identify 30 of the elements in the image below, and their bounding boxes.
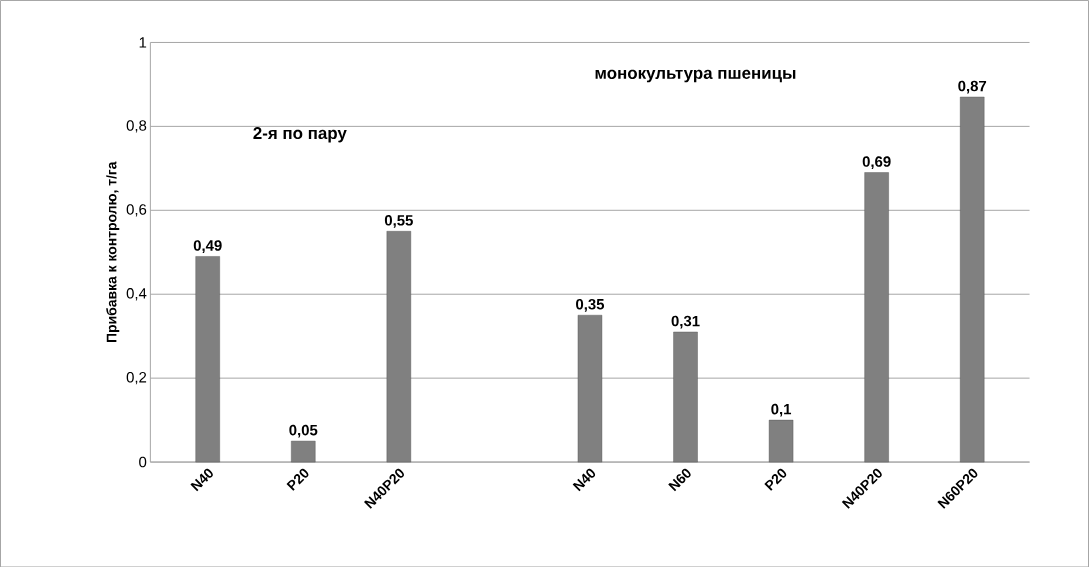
data-label: 0,87 xyxy=(958,80,987,94)
bar xyxy=(577,314,603,463)
data-label: 0,69 xyxy=(862,156,891,169)
y-tick-label: 0,2 xyxy=(126,371,147,385)
x-tick-label: N60 xyxy=(668,468,691,492)
data-label: 0,35 xyxy=(576,298,605,312)
y-tick-label: 0,6 xyxy=(126,203,147,217)
data-label: 0,55 xyxy=(384,214,413,228)
x-tick-label: N40 xyxy=(572,468,596,492)
y-tick-label: 1 xyxy=(139,37,147,48)
bar xyxy=(291,440,316,463)
y-tick-label: 0,8 xyxy=(126,119,147,133)
bar xyxy=(673,331,698,463)
x-tick-label: P20 xyxy=(764,468,787,491)
data-label: 0,31 xyxy=(671,315,700,329)
bar xyxy=(768,419,794,463)
bar xyxy=(960,96,985,463)
x-tick-label: P20 xyxy=(286,468,309,491)
annotation: монокультура пшеницы xyxy=(595,69,796,83)
y-tick-label: 0,4 xyxy=(126,287,147,301)
y-tick-label: 0 xyxy=(139,456,147,468)
data-label: 0,49 xyxy=(193,239,222,253)
x-tick-label: N40 xyxy=(190,468,213,492)
bar xyxy=(864,172,889,463)
bar xyxy=(386,230,412,463)
bar xyxy=(195,256,220,463)
data-label: 0,05 xyxy=(289,424,318,438)
data-label: 0,1 xyxy=(771,403,792,417)
y-axis-title: Прибавка к контролю, т/га xyxy=(106,161,120,342)
annotation: 2-я по пару xyxy=(253,126,347,143)
